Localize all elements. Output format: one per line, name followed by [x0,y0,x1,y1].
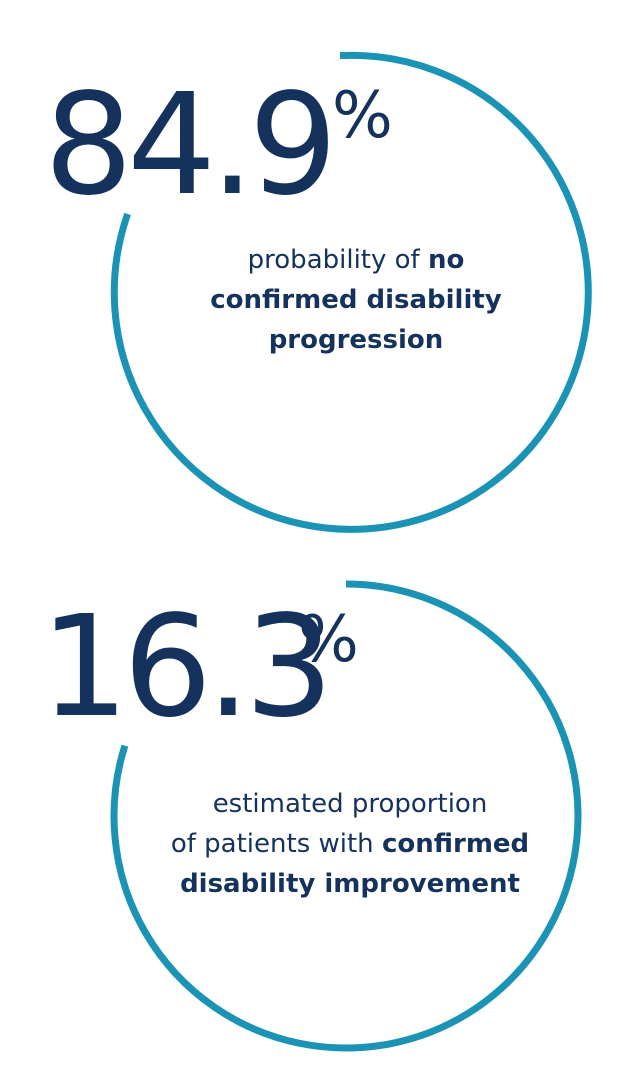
progress-ring [110,580,582,1052]
stat-caption: probability of no confirmed disability p… [166,240,546,360]
ring-arc [110,580,582,1052]
caption-line: confirmed disability [210,285,502,315]
stat-value: 84.9 [44,64,338,227]
stat-value: 16.3 [40,586,334,749]
caption-line: probability of no [166,240,546,280]
percent-sign: % [332,79,393,153]
stat-card-no-progression: 84.9 % probability of no confirmed disab… [44,51,592,533]
caption-text-bold: confirmed [381,829,530,859]
caption-line: estimated proportion [212,789,488,819]
caption-line: disability improvement [180,869,520,899]
stat-caption: estimated proportion of patients with co… [130,784,570,904]
caption-line: progression [268,325,444,355]
caption-text: of patients with [170,829,382,859]
caption-text: probability of [247,245,428,275]
caption-text-bold: no [427,245,465,275]
progress-ring [110,51,592,533]
stat-card-improvement: 16.3 % estimated proportion of patients … [0,540,642,1074]
caption-line: of patients with confirmed [130,824,570,864]
percent-sign: % [298,603,359,677]
ring-arc [110,51,592,533]
